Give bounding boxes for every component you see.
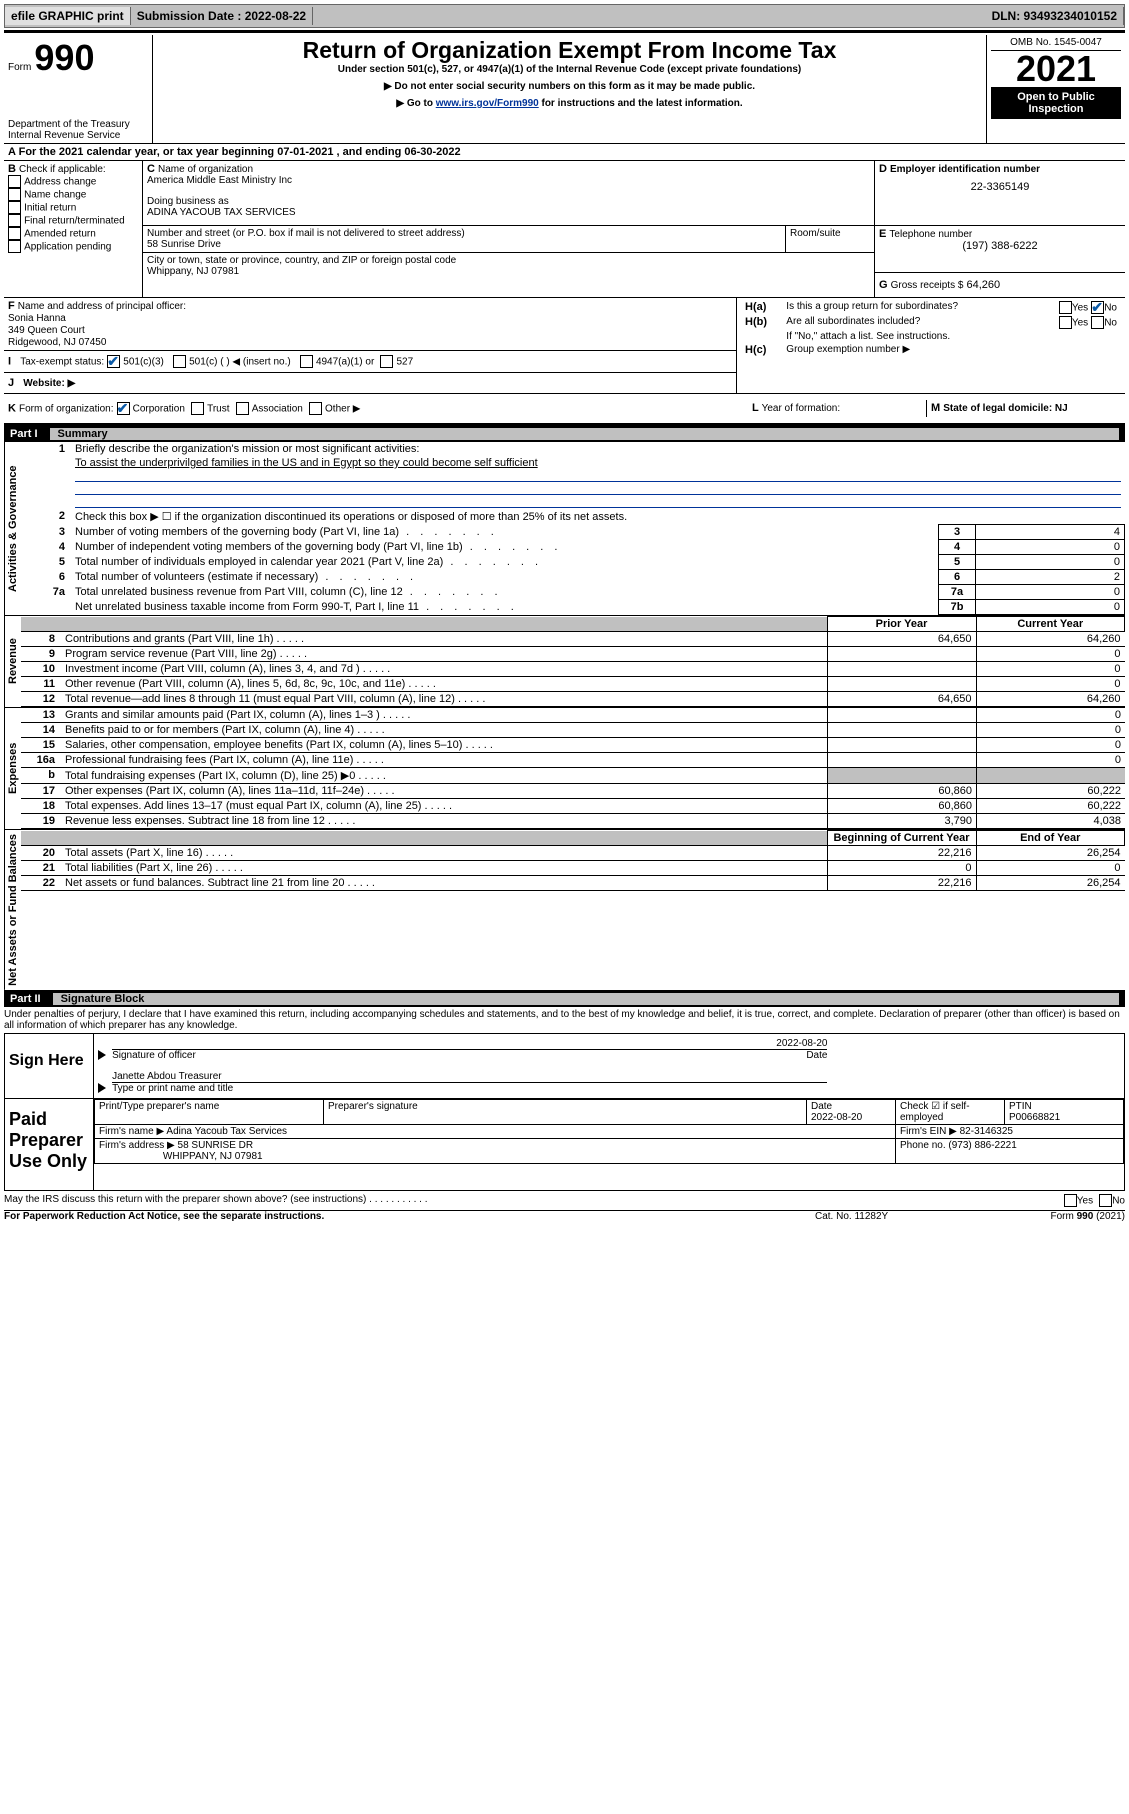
- irs-label: Internal Revenue Service: [8, 130, 148, 141]
- form-footer: Form 990 (2021): [995, 1211, 1125, 1222]
- arrow-icon: [98, 1050, 106, 1060]
- dba: ADINA YACOUB TAX SERVICES: [147, 207, 870, 218]
- line-a: A For the 2021 calendar year, or tax yea…: [4, 144, 1125, 161]
- street-label: Number and street (or P.O. box if mail i…: [147, 228, 781, 239]
- org-name: America Middle East Ministry Inc: [147, 175, 870, 186]
- officer-addr2: Ridgewood, NJ 07450: [8, 337, 106, 348]
- pra-notice: For Paperwork Reduction Act Notice, see …: [4, 1211, 815, 1222]
- vlabel: Expenses: [4, 708, 21, 829]
- mission: To assist the underprivilged families in…: [75, 457, 538, 469]
- officer-sig-name: Janette Abdou Treasurer: [112, 1071, 827, 1082]
- amended-checkbox[interactable]: [8, 227, 21, 240]
- h-note: If "No," attach a list. See instructions…: [782, 330, 1121, 343]
- ha-no[interactable]: [1091, 301, 1104, 314]
- addr-change-checkbox[interactable]: [8, 175, 21, 188]
- d-label: Employer identification number: [890, 164, 1040, 175]
- k-other[interactable]: [309, 402, 322, 415]
- e-label: Telephone number: [889, 229, 972, 240]
- vlabel: Net Assets or Fund Balances: [4, 830, 21, 990]
- subtitle-3: ▶ Go to www.irs.gov/Form990 for instruct…: [157, 98, 982, 109]
- k-trust[interactable]: [191, 402, 204, 415]
- ha-yes[interactable]: [1059, 301, 1072, 314]
- sign-here-block: Sign Here 2022-08-20 Signature of office…: [4, 1033, 1125, 1099]
- sig-declaration: Under penalties of perjury, I declare th…: [4, 1007, 1125, 1033]
- name-change-checkbox[interactable]: [8, 188, 21, 201]
- hb-yes[interactable]: [1059, 316, 1072, 329]
- subtitle-2: ▶ Do not enter social security numbers o…: [157, 81, 982, 92]
- room-label: Room/suite: [790, 228, 870, 239]
- dept-treasury: Department of the Treasury: [8, 119, 148, 130]
- cat-no: Cat. No. 11282Y: [815, 1211, 995, 1222]
- hb: Are all subordinates included?: [782, 315, 1030, 330]
- ein: 22-3365149: [879, 181, 1121, 193]
- m-label: State of legal domicile: NJ: [943, 403, 1067, 414]
- part1-header: Part I Summary: [4, 426, 1125, 442]
- j-label: Website: ▶: [23, 378, 75, 389]
- f-label: Name and address of principal officer:: [18, 301, 186, 312]
- discuss-yes[interactable]: [1064, 1194, 1077, 1207]
- paid-preparer-block: Paid Preparer Use Only Print/Type prepar…: [4, 1099, 1125, 1191]
- vlabel: Revenue: [4, 616, 21, 707]
- footer-q: May the IRS discuss this return with the…: [4, 1194, 1064, 1207]
- officer-addr1: 349 Queen Court: [8, 325, 85, 336]
- open-public: Open to Public Inspection: [991, 87, 1121, 119]
- form-number: 990: [34, 37, 94, 78]
- discuss-no[interactable]: [1099, 1194, 1112, 1207]
- form-title: Return of Organization Exempt From Incom…: [157, 37, 982, 64]
- dln: DLN: 93493234010152: [986, 7, 1124, 25]
- initial-return-checkbox[interactable]: [8, 201, 21, 214]
- phone: (197) 388-6222: [879, 240, 1121, 252]
- paid-preparer-label: Paid Preparer Use Only: [5, 1099, 93, 1190]
- vlabel-activities: Activities & Governance: [4, 442, 21, 615]
- part2-header: Part II Signature Block: [4, 991, 1125, 1007]
- k-assoc[interactable]: [236, 402, 249, 415]
- sign-here-label: Sign Here: [5, 1034, 93, 1098]
- city: Whippany, NJ 07981: [147, 266, 870, 277]
- l2: Check this box ▶ ☐ if the organization d…: [71, 509, 1125, 524]
- k-corp[interactable]: [117, 402, 130, 415]
- 4947-checkbox[interactable]: [300, 355, 313, 368]
- l-label: Year of formation:: [762, 403, 841, 414]
- i-label: Tax-exempt status:: [20, 356, 104, 367]
- gross-receipts: 64,260: [967, 279, 1001, 291]
- l1: Briefly describe the organization's miss…: [71, 442, 1125, 456]
- 527-checkbox[interactable]: [380, 355, 393, 368]
- 501c3-checkbox[interactable]: [107, 355, 120, 368]
- arrow-icon: [98, 1083, 106, 1093]
- dba-label: Doing business as: [147, 196, 870, 207]
- app-pending-checkbox[interactable]: [8, 240, 21, 253]
- top-bar: efile GRAPHIC print Submission Date : 20…: [4, 4, 1125, 28]
- efile-print-button[interactable]: efile GRAPHIC print: [5, 7, 131, 25]
- 501c-checkbox[interactable]: [173, 355, 186, 368]
- subtitle-1: Under section 501(c), 527, or 4947(a)(1)…: [157, 64, 982, 75]
- tax-year: 2021: [991, 51, 1121, 87]
- form-header: Form 990 Department of the Treasury Inte…: [4, 35, 1125, 144]
- ha: Is this a group return for subordinates?: [782, 300, 1030, 315]
- g-label: Gross receipts $: [891, 280, 964, 291]
- street: 58 Sunrise Drive: [147, 239, 781, 250]
- b-head: Check if applicable:: [19, 164, 106, 175]
- hc: Group exemption number ▶: [782, 343, 1121, 357]
- form-label: Form: [8, 62, 31, 73]
- irs-link[interactable]: www.irs.gov/Form990: [436, 98, 539, 109]
- officer-name: Sonia Hanna: [8, 313, 66, 324]
- c-label: Name of organization: [158, 164, 253, 175]
- city-label: City or town, state or province, country…: [147, 255, 870, 266]
- submission-date: Submission Date : 2022-08-22: [131, 7, 313, 25]
- hb-no[interactable]: [1091, 316, 1104, 329]
- final-return-checkbox[interactable]: [8, 214, 21, 227]
